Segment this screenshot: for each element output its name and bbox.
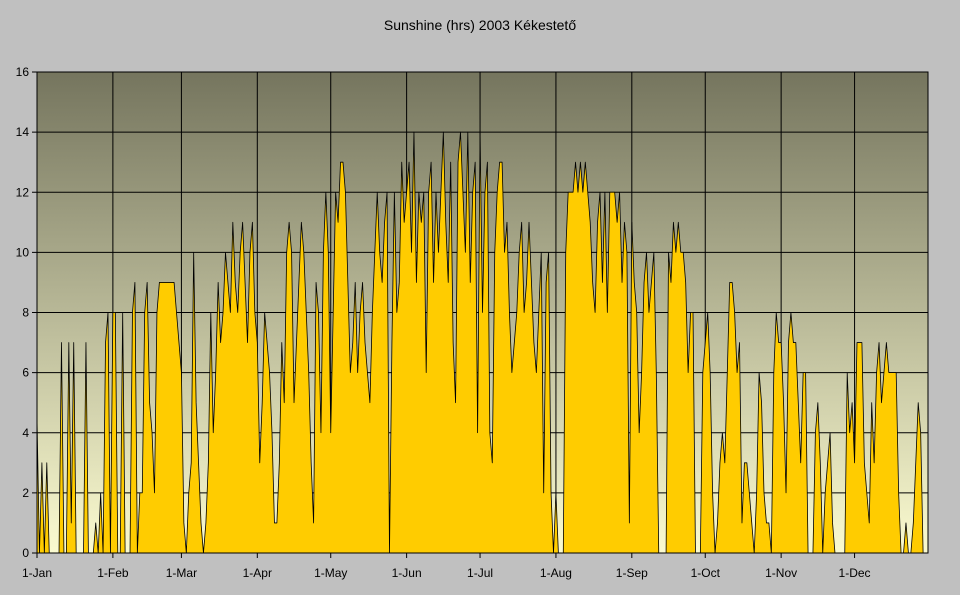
x-tick-label: 1-Feb [97,566,129,580]
x-tick-label: 1-Apr [243,566,272,580]
x-tick-label: 1-Dec [839,566,871,580]
chart-title: Sunshine (hrs) 2003 Kékestető [384,17,576,33]
series-layer [36,131,928,554]
x-tick-label: 1-Sep [616,566,648,580]
x-tick-label: 1-Mar [166,566,197,580]
x-tick-label: 1-Jan [22,566,52,580]
y-tick-label: 12 [16,185,30,199]
y-tick-label: 10 [16,245,30,259]
x-tick-label: 1-Nov [765,566,797,580]
x-tick-label: 1-May [314,566,347,580]
y-tick-label: 4 [22,426,29,440]
y-tick-label: 8 [22,306,29,320]
y-tick-label: 6 [22,366,29,380]
y-tick-label: 16 [16,65,30,79]
axes: 0 2 4 6 8 10 12 14 16 1-Jan 1-Feb 1-Mar 1-Apr 1-May 1-… [16,65,928,580]
y-tick-label: 0 [22,546,29,560]
y-tick-label: 14 [16,125,30,139]
x-tick-label: 1-Oct [691,566,721,580]
x-tick-label: 1-Jun [392,566,422,580]
x-tick-label: 1-Aug [540,566,572,580]
x-tick-label: 1-Jul [467,566,493,580]
sunshine-area [37,132,928,553]
y-tick-label: 2 [22,486,29,500]
sunshine-line [36,131,928,554]
